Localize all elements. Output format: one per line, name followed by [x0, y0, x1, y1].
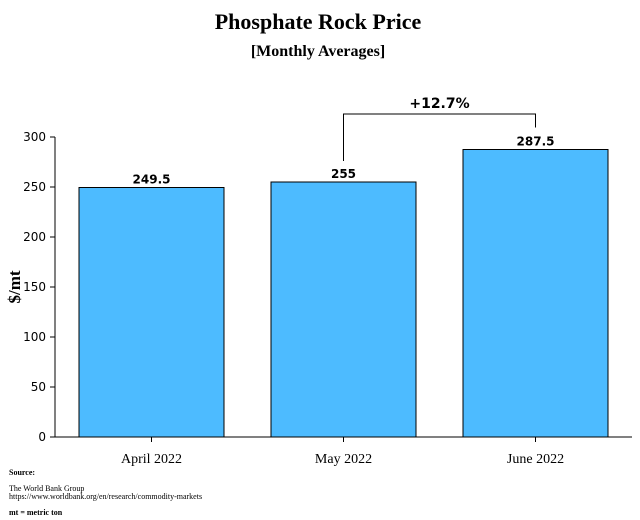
- y-tick-label-2: 100: [23, 330, 46, 344]
- y-tick-label-1: 50: [31, 380, 46, 394]
- data-label-0: 249.5: [133, 173, 171, 187]
- bar-2: [462, 149, 609, 438]
- x-tick-label-1: May 2022: [315, 452, 372, 467]
- y-tick-label-0: 0: [38, 430, 46, 444]
- bar-0: [78, 187, 225, 438]
- y-axis-label: $/mt: [5, 270, 24, 303]
- chart-subtitle: [Monthly Averages]: [251, 43, 385, 60]
- source-name: The World Bank Group: [9, 484, 85, 493]
- y-tick-label-5: 250: [23, 180, 46, 194]
- y-tick-label-3: 150: [23, 280, 46, 294]
- y-tick-label-6: 300: [23, 130, 46, 144]
- chart-title: Phosphate Rock Price: [215, 9, 422, 34]
- change-bracket: [343, 113, 536, 161]
- data-label-1: 255: [331, 167, 356, 181]
- change-label: +12.7%: [409, 96, 469, 112]
- x-tick-label-0: April 2022: [121, 452, 182, 467]
- x-tick-label-2: June 2022: [507, 452, 564, 467]
- data-label-2: 287.5: [517, 135, 555, 149]
- plot-area: 249.5 April 2022 255 May 2022 287.5 June 2022…: [23, 96, 632, 467]
- y-tick-label-4: 200: [23, 230, 46, 244]
- source-url: https://www.worldbank.org/en/research/co…: [9, 492, 203, 501]
- source-heading: Source:: [9, 468, 36, 477]
- bar-1: [270, 181, 417, 438]
- unit-note: mt = metric ton: [9, 508, 63, 517]
